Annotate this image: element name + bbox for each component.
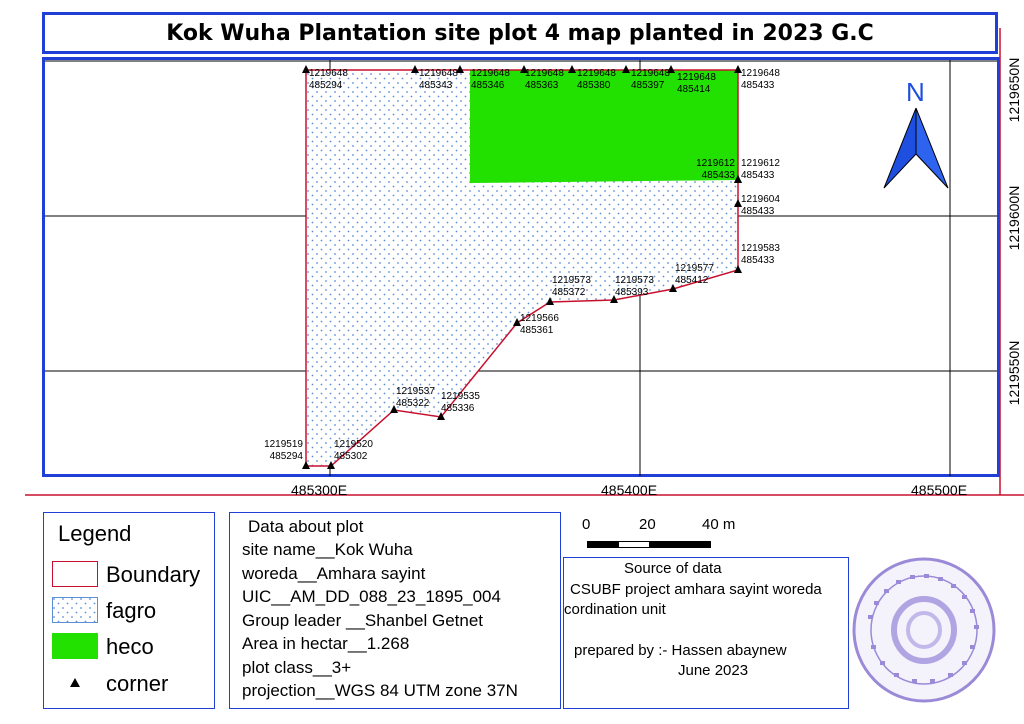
corner-coordinate-label: 1219612 485433	[696, 158, 735, 181]
source-box: Source of data CSUBF project amhara sayi…	[563, 557, 849, 709]
legend-swatch-heco	[52, 633, 98, 659]
plot-data-lines: site name__Kok Wuha woreda__Amhara sayin…	[242, 538, 518, 703]
corner-marker-icon	[390, 405, 398, 413]
corner-coordinate-label: 1219648 485380	[577, 68, 616, 91]
legend-label-corner: corner	[106, 671, 169, 696]
corner-coordinate-label: 1219648 485397	[631, 68, 670, 91]
legend-label-boundary: Boundary	[106, 562, 201, 587]
office-stamp-icon	[852, 557, 996, 703]
legend-swatch-fagro	[52, 597, 98, 623]
prepared-date: June 2023	[678, 662, 749, 679]
x-tick-485500E: 485500E	[911, 482, 967, 498]
corner-marker-icon	[437, 412, 445, 420]
corner-coordinate-label: 1219573 485393	[615, 275, 654, 298]
map-title-box: Kok Wuha Plantation site plot 4 map plan…	[42, 12, 998, 54]
corner-coordinate-label: 1219604 485433	[741, 194, 780, 217]
legend-title: Legend	[58, 521, 132, 546]
corner-marker-icon	[622, 65, 630, 73]
scale-bar	[587, 541, 711, 548]
corner-marker-icon	[520, 65, 528, 73]
corner-coordinate-label: 1219648 485294	[309, 68, 348, 91]
corner-coordinate-label: 1219566 485361	[520, 313, 559, 336]
corner-coordinate-label: 1219648 485363	[525, 68, 564, 91]
corner-marker-icon	[411, 65, 419, 73]
corner-marker-icon	[546, 297, 554, 305]
scale-label-20: 20	[639, 516, 656, 533]
map-frame	[42, 57, 1000, 477]
legend-swatch-boundary	[52, 561, 98, 587]
plot-data-line: UIC__AM_DD_088_23_1895_004	[242, 587, 501, 606]
corner-coordinate-label: 1219648 485433	[741, 68, 780, 91]
y-tick-1219650N: 1219650N	[1006, 58, 1022, 123]
map-title: Kok Wuha Plantation site plot 4 map plan…	[166, 20, 874, 46]
legend-label-fagro: fagro	[106, 598, 157, 623]
plot-data-line: plot class__3+	[242, 657, 352, 677]
x-tick-485400E: 485400E	[601, 482, 657, 498]
plot-data-line: site name__Kok Wuha	[242, 540, 413, 559]
corner-coordinate-label: 1219520 485302	[334, 439, 373, 462]
corner-marker-icon	[669, 284, 677, 292]
legend-swatch-corner-icon	[70, 678, 80, 687]
corner-coordinate-label: 1219519 485294	[264, 439, 303, 462]
corner-coordinate-label: 1219583 485433	[741, 243, 780, 266]
corner-marker-icon	[734, 199, 742, 207]
prepared-by: prepared by :- Hassen abaynew	[574, 642, 787, 659]
legend-label-heco: heco	[106, 634, 154, 659]
scale-label-40: 40 m	[702, 516, 736, 533]
y-tick-1219550N: 1219550N	[1006, 341, 1022, 406]
source-line: cordination unit	[564, 601, 666, 618]
plot-data-line: Group leader __Shanbel Getnet	[242, 610, 484, 630]
corner-coordinate-label: 1219577 485412	[675, 263, 714, 286]
source-line: CSUBF project amhara sayint woreda	[570, 581, 822, 598]
corner-marker-icon	[456, 65, 464, 73]
corner-coordinate-label: 1219612 485433	[741, 158, 780, 181]
scale-label-0: 0	[582, 516, 591, 533]
corner-coordinate-label: 1219537 485322	[396, 386, 435, 409]
x-tick-485300E: 485300E	[291, 482, 347, 498]
heco-area	[470, 70, 738, 183]
corner-coordinate-label: 1219648 485414	[677, 72, 716, 95]
north-arrow-icon: N	[883, 77, 949, 189]
corner-layer: 1219648 485294 1219648 485343 1219648 485346 1…	[264, 65, 780, 469]
corner-coordinate-label: 1219648 485346	[471, 68, 510, 91]
corner-marker-icon	[568, 65, 576, 73]
corner-coordinate-label: 1219648 485343	[419, 68, 458, 91]
corner-coordinate-label: 1219573 485372	[552, 275, 591, 298]
plot-data-line: Area in hectar__1.268	[242, 634, 410, 653]
plot-data-line: woreda__Amhara sayint	[242, 563, 426, 583]
corner-marker-icon	[734, 175, 742, 183]
plot-data-line: projection__WGS 84 UTM zone 37N	[242, 681, 518, 700]
plot-boundary	[305, 69, 739, 467]
outer-boundary-lines	[25, 28, 1024, 496]
corner-marker-icon	[734, 65, 742, 73]
plot-data-box: Data about plot site name__Kok Wuha wore…	[229, 512, 561, 709]
corner-marker-icon	[667, 65, 675, 73]
corner-marker-icon	[327, 461, 335, 469]
north-label: N	[906, 77, 925, 107]
corner-marker-icon	[734, 265, 742, 273]
corner-marker-icon	[513, 318, 521, 326]
legend-box: Legend Boundary fagro heco corner	[43, 512, 215, 709]
corner-marker-icon	[610, 295, 618, 303]
source-line: Source of data	[624, 560, 722, 577]
plot-data-heading: Data about plot	[248, 517, 364, 536]
corner-coordinate-label: 1219535 485336	[441, 391, 480, 414]
corner-marker-icon	[302, 65, 310, 73]
corner-marker-icon	[302, 461, 310, 469]
y-tick-1219600N: 1219600N	[1006, 186, 1022, 251]
